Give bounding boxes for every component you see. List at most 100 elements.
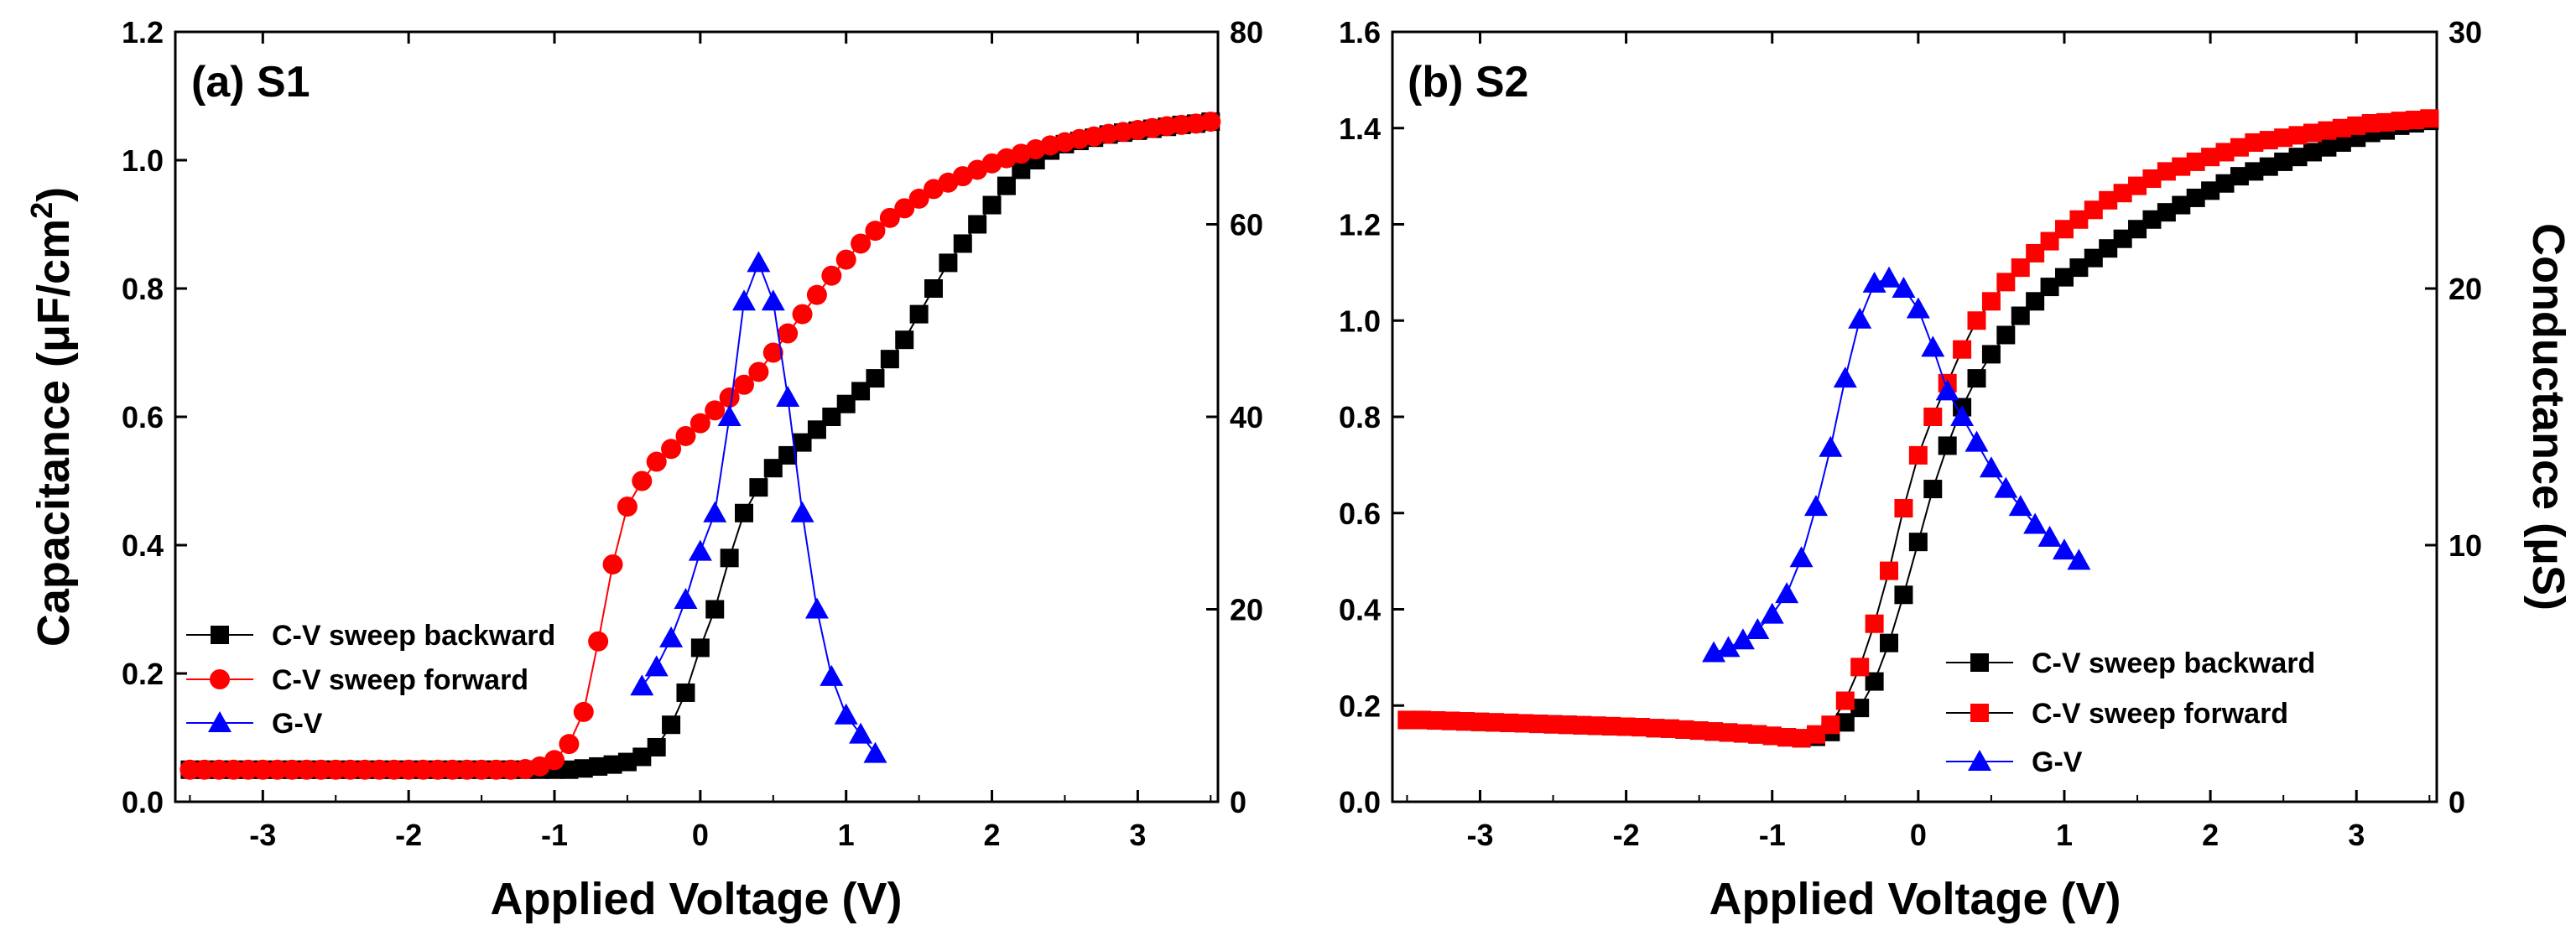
data-point-square [778, 445, 798, 465]
data-point-square [1427, 711, 1446, 730]
data-point-circle [209, 759, 230, 780]
data-point-square [2069, 210, 2089, 229]
data-point-square [676, 683, 695, 702]
data-point-circle [442, 759, 463, 780]
data-point-square [574, 759, 593, 778]
data-point-circle [237, 759, 258, 780]
data-point-circle [1171, 114, 1192, 135]
data-point-circle [340, 759, 361, 780]
data-point-square [2201, 148, 2220, 167]
data-point-square [2186, 152, 2205, 171]
data-point-circle [559, 734, 580, 755]
data-point-square [2099, 190, 2118, 210]
panel-a-legend: C-V sweep backward C-V sweep forward G-V [186, 620, 555, 740]
y2-tick-label: 0 [1230, 785, 1246, 819]
data-point-square [2303, 123, 2322, 143]
data-point-square [1470, 712, 1490, 731]
x-tick-label: 2 [2202, 818, 2219, 852]
data-point-circle [632, 470, 653, 491]
data-point-square [1397, 710, 1417, 730]
data-point-circle [310, 759, 331, 780]
data-point-circle [252, 759, 273, 780]
data-point-square [2142, 169, 2162, 188]
data-point-square [1792, 729, 1811, 748]
legend-label-gv: G-V [272, 708, 323, 740]
y-label-part-1: Capacitance ( [29, 352, 79, 647]
data-point-square [939, 253, 958, 273]
data-point-square [2274, 152, 2293, 171]
data-point-square [1587, 716, 1606, 736]
data-point-triangle [2008, 495, 2032, 517]
data-point-square [2026, 243, 2045, 263]
data-point-square [1514, 714, 1533, 733]
data-point-square [953, 234, 972, 253]
y-tick-label: 0.8 [122, 272, 164, 306]
data-point-square [2259, 131, 2278, 150]
data-point-circle [588, 631, 609, 652]
data-point-square [1704, 722, 1724, 741]
data-point-square [1689, 721, 1709, 741]
data-point-square [1865, 614, 1884, 633]
data-point-square [2128, 220, 2147, 239]
data-point-circle [194, 759, 215, 780]
data-point-circle [690, 413, 710, 434]
data-point-square [1558, 715, 1577, 735]
data-point-circle [821, 265, 842, 286]
x-tick-label: 3 [1129, 818, 1146, 852]
y-tick-label: 0.2 [1339, 689, 1381, 723]
legend-label-backward: C-V sweep backward [2032, 647, 2315, 679]
data-point-square [2245, 162, 2264, 181]
data-point-circle [369, 759, 390, 780]
data-point-circle [879, 207, 900, 228]
data-point-circle [806, 284, 827, 305]
data-point-circle [719, 387, 740, 408]
data-point-square [866, 369, 885, 388]
data-point-square [2361, 114, 2381, 133]
data-point-square [2376, 112, 2396, 132]
data-point-triangle [1775, 582, 1799, 604]
data-point-square [749, 478, 768, 497]
data-point-square [559, 760, 579, 779]
data-point-circle [282, 759, 303, 780]
data-point-square [909, 304, 929, 324]
y-label-superscript: 2 [24, 202, 59, 219]
data-point-triangle [2052, 538, 2076, 560]
data-point-square [2011, 306, 2030, 325]
data-point-triangle [790, 501, 814, 522]
data-point-square [2157, 162, 2176, 181]
data-point-square [1806, 725, 1825, 744]
data-point-circle [500, 759, 521, 780]
panel-b-title: (b) S2 [1408, 58, 1528, 107]
data-point-triangle [2067, 548, 2091, 570]
data-point-triangle [834, 703, 858, 725]
data-point-square [1894, 585, 1913, 605]
legend-label-forward: C-V sweep forward [272, 664, 528, 696]
data-point-circle [835, 249, 856, 270]
data-point-square [880, 350, 899, 369]
data-point-square [2142, 210, 2162, 229]
data-point-circle [602, 554, 623, 574]
data-point-triangle [1877, 266, 1902, 288]
data-point-triangle [761, 289, 785, 311]
data-point-circle [267, 759, 288, 780]
data-point-square [2084, 200, 2103, 220]
y2-tick-label: 60 [1230, 208, 1263, 242]
data-point-square [2186, 188, 2205, 207]
data-point-circle [661, 439, 682, 460]
data-point-square [1543, 715, 1563, 734]
data-point-square [1660, 719, 1679, 738]
data-point-square [1748, 725, 1767, 744]
data-point-square [1908, 445, 1928, 465]
legend-label-backward: C-V sweep backward [272, 620, 555, 652]
data-point-square [924, 279, 943, 298]
data-point-square [1529, 715, 1548, 734]
data-point-circle [355, 759, 375, 780]
data-point-square [1880, 561, 1899, 580]
data-point-square [1835, 691, 1855, 710]
data-point-circle [1157, 116, 1178, 137]
data-point-circle [734, 374, 754, 395]
data-point-square [632, 747, 652, 767]
panel-a-axes: -3 -2 -1 0 1 2 3 0.0 0.2 0.4 0.6 0.8 1.0 1.2 0 20 40 60 80 [122, 15, 1263, 852]
data-point-square [2420, 109, 2439, 128]
data-point-square [2172, 195, 2191, 215]
